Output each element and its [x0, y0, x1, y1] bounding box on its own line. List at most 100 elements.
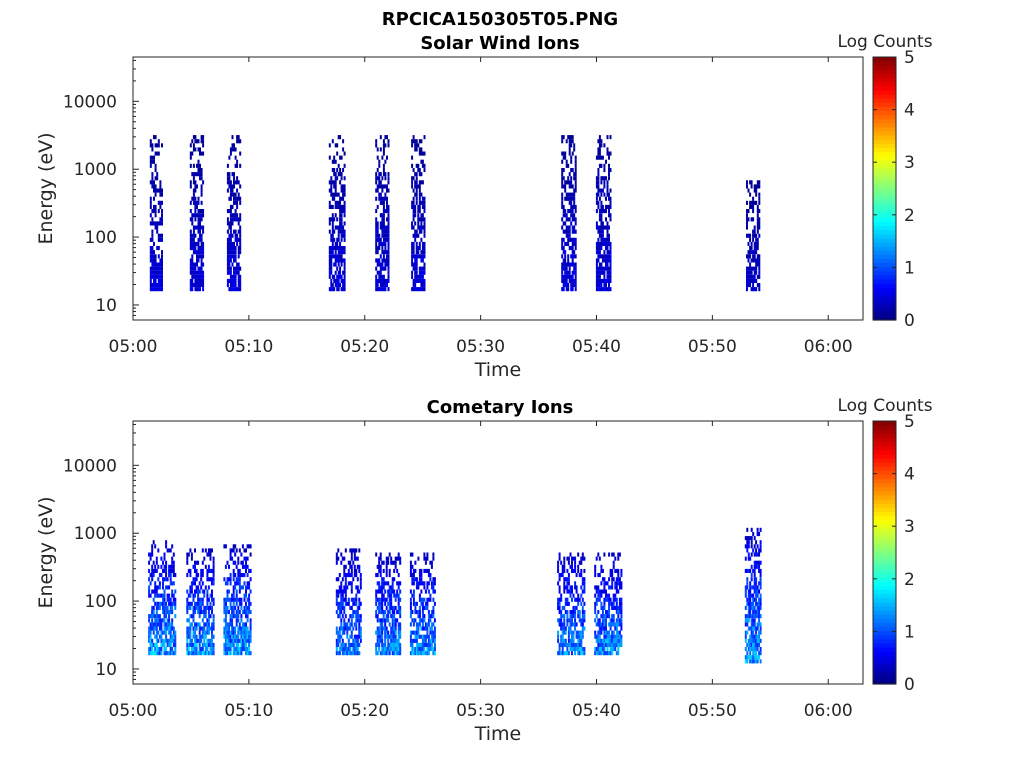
data-cell — [378, 287, 381, 292]
data-cell — [249, 544, 252, 549]
data-cell — [231, 143, 234, 148]
data-cell — [343, 642, 346, 647]
data-cell — [199, 151, 201, 156]
colorbar-step — [873, 213, 896, 218]
data-cell — [423, 241, 426, 246]
data-cell — [234, 237, 237, 242]
data-cell — [423, 638, 426, 643]
data-cell — [343, 221, 346, 226]
data-cell — [376, 188, 379, 193]
data-cell — [759, 593, 762, 598]
data-cell — [248, 605, 251, 610]
data-cell — [430, 642, 433, 647]
data-cell — [152, 597, 155, 602]
data-cell — [192, 597, 195, 602]
data-cell — [620, 605, 623, 610]
data-cell — [567, 601, 570, 606]
data-cell — [566, 585, 569, 590]
data-cell — [756, 638, 759, 643]
data-cell — [595, 246, 598, 251]
colorbar-step — [873, 246, 896, 251]
data-cell — [336, 192, 339, 197]
data-cell — [153, 221, 155, 226]
data-cell — [245, 601, 247, 606]
colorbar-step — [873, 536, 896, 541]
data-cell — [420, 597, 423, 602]
data-cell — [358, 618, 361, 623]
data-cell — [618, 552, 621, 557]
data-cell — [190, 581, 193, 586]
data-cell — [566, 568, 569, 573]
data-cell — [151, 274, 154, 279]
data-cell — [574, 278, 577, 283]
data-cell — [248, 634, 251, 639]
data-cell — [226, 254, 229, 259]
data-cell — [758, 581, 761, 586]
data-cell — [155, 647, 158, 652]
data-cell — [224, 618, 227, 623]
data-cell — [746, 225, 748, 230]
data-cell — [381, 647, 384, 652]
data-cell — [166, 618, 169, 623]
data-cell — [231, 287, 234, 292]
data-cell — [381, 221, 384, 226]
data-cell — [342, 246, 345, 251]
data-cell — [756, 217, 759, 222]
data-cell — [420, 151, 423, 156]
data-cell — [388, 593, 391, 598]
data-cell — [577, 647, 580, 652]
data-cell — [611, 638, 614, 643]
data-cell — [203, 634, 206, 639]
data-cell — [224, 597, 227, 602]
data-cell — [226, 622, 229, 627]
x-tick-label: 05:40 — [572, 701, 621, 721]
colorbar-step — [873, 614, 896, 619]
data-cell — [388, 647, 391, 652]
data-cell — [567, 196, 570, 201]
data-cell — [165, 647, 168, 652]
data-cell — [393, 634, 396, 639]
data-cell — [223, 634, 226, 639]
data-cell — [614, 638, 617, 643]
data-cell — [574, 564, 577, 569]
data-cell — [189, 233, 192, 238]
data-cell — [334, 172, 337, 177]
data-cell — [378, 630, 381, 635]
data-cell — [399, 651, 402, 656]
data-cell — [223, 618, 226, 623]
data-cell — [234, 560, 237, 565]
data-cell — [154, 225, 157, 230]
data-cell — [399, 614, 402, 619]
data-cell — [202, 241, 205, 246]
data-cell — [573, 250, 576, 255]
data-cell — [343, 258, 346, 263]
data-cell — [379, 618, 382, 623]
data-cell — [598, 250, 601, 255]
data-cell — [409, 552, 412, 557]
data-cell — [758, 642, 761, 647]
data-cell — [358, 589, 361, 594]
data-cell — [605, 266, 607, 271]
data-cell — [605, 196, 607, 201]
data-cell — [228, 622, 230, 627]
data-cell — [386, 250, 388, 255]
data-cell — [746, 642, 749, 647]
data-cell — [411, 200, 414, 205]
data-cell — [197, 196, 200, 201]
data-cell — [606, 188, 609, 193]
data-cell — [573, 229, 576, 234]
data-cell — [339, 172, 342, 177]
data-cell — [744, 589, 747, 594]
data-cell — [168, 614, 171, 619]
data-cell — [155, 630, 158, 635]
data-cell — [195, 601, 198, 606]
data-cell — [333, 237, 336, 242]
data-cell — [149, 287, 152, 292]
data-cell — [239, 283, 242, 288]
data-cell — [237, 192, 240, 197]
data-cell — [411, 638, 414, 643]
data-cell — [237, 626, 240, 631]
data-cell — [384, 192, 387, 197]
data-cell — [755, 564, 758, 569]
data-cell — [198, 647, 201, 652]
